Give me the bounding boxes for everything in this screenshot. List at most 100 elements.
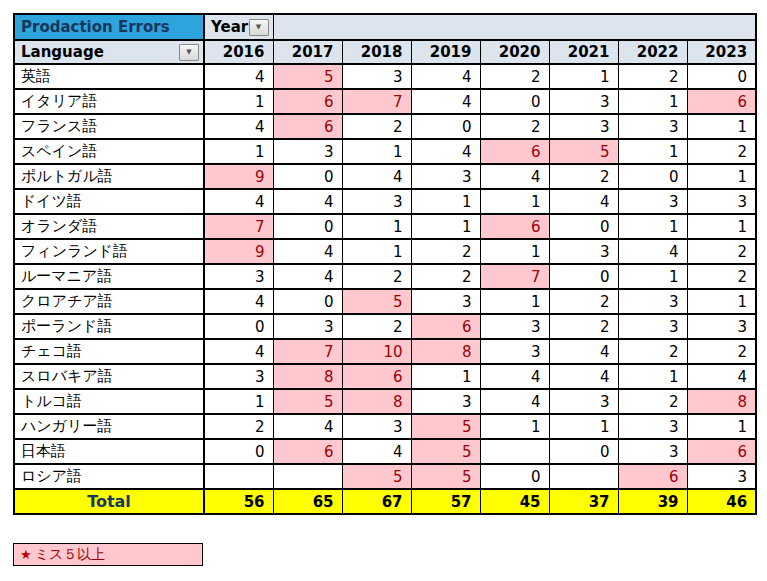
total-value-cell[interactable]: 65 <box>273 489 342 514</box>
value-cell[interactable]: 4 <box>480 164 549 189</box>
value-cell[interactable] <box>549 464 618 489</box>
value-cell[interactable]: 1 <box>687 164 756 189</box>
value-cell[interactable]: 8 <box>273 364 342 389</box>
value-cell[interactable]: 1 <box>618 139 687 164</box>
value-cell[interactable]: 4 <box>204 114 273 139</box>
value-cell[interactable]: 4 <box>549 364 618 389</box>
year-column-header[interactable]: 2020 <box>480 40 549 64</box>
language-cell[interactable]: ポルトガル語 <box>14 164 204 189</box>
value-cell[interactable]: 4 <box>342 164 411 189</box>
value-cell[interactable]: 3 <box>687 314 756 339</box>
value-cell[interactable]: 0 <box>687 64 756 89</box>
value-cell[interactable]: 1 <box>204 389 273 414</box>
value-cell[interactable]: 4 <box>273 239 342 264</box>
value-cell[interactable] <box>480 439 549 464</box>
value-cell[interactable]: 2 <box>342 264 411 289</box>
value-cell[interactable]: 4 <box>549 189 618 214</box>
value-cell[interactable]: 1 <box>411 189 480 214</box>
value-cell[interactable]: 4 <box>411 64 480 89</box>
value-cell[interactable]: 8 <box>342 389 411 414</box>
year-filter-cell[interactable]: Year ▼ <box>204 14 273 40</box>
value-cell[interactable]: 2 <box>618 389 687 414</box>
value-cell[interactable]: 3 <box>480 314 549 339</box>
value-cell[interactable]: 3 <box>342 414 411 439</box>
value-cell[interactable]: 3 <box>411 289 480 314</box>
total-value-cell[interactable]: 46 <box>687 489 756 514</box>
value-cell[interactable]: 2 <box>411 239 480 264</box>
value-cell[interactable]: 1 <box>480 414 549 439</box>
value-cell[interactable]: 2 <box>687 264 756 289</box>
value-cell[interactable]: 3 <box>549 89 618 114</box>
language-cell[interactable]: フランス語 <box>14 114 204 139</box>
value-cell[interactable]: 3 <box>549 239 618 264</box>
value-cell[interactable]: 6 <box>273 89 342 114</box>
value-cell[interactable]: 1 <box>342 139 411 164</box>
value-cell[interactable]: 0 <box>204 314 273 339</box>
value-cell[interactable]: 1 <box>480 189 549 214</box>
value-cell[interactable]: 5 <box>273 64 342 89</box>
value-cell[interactable]: 1 <box>618 364 687 389</box>
language-cell[interactable]: ハンガリー語 <box>14 414 204 439</box>
value-cell[interactable]: 2 <box>549 314 618 339</box>
value-cell[interactable]: 3 <box>204 364 273 389</box>
value-cell[interactable]: 4 <box>618 239 687 264</box>
language-cell[interactable]: オランダ語 <box>14 214 204 239</box>
value-cell[interactable]: 2 <box>687 339 756 364</box>
value-cell[interactable]: 2 <box>687 239 756 264</box>
language-cell[interactable]: イタリア語 <box>14 89 204 114</box>
value-cell[interactable]: 3 <box>411 389 480 414</box>
language-cell[interactable]: 英語 <box>14 64 204 89</box>
year-column-header[interactable]: 2019 <box>411 40 480 64</box>
total-value-cell[interactable]: 39 <box>618 489 687 514</box>
value-cell[interactable]: 2 <box>549 164 618 189</box>
value-cell[interactable]: 2 <box>480 114 549 139</box>
value-cell[interactable]: 0 <box>273 164 342 189</box>
value-cell[interactable]: 9 <box>204 239 273 264</box>
value-cell[interactable]: 0 <box>618 164 687 189</box>
value-cell[interactable]: 2 <box>480 64 549 89</box>
value-cell[interactable]: 4 <box>204 189 273 214</box>
value-cell[interactable]: 3 <box>204 264 273 289</box>
value-cell[interactable]: 0 <box>273 214 342 239</box>
value-cell[interactable]: 6 <box>411 314 480 339</box>
value-cell[interactable]: 4 <box>411 89 480 114</box>
value-cell[interactable]: 3 <box>273 314 342 339</box>
value-cell[interactable]: 4 <box>480 389 549 414</box>
value-cell[interactable]: 4 <box>273 189 342 214</box>
value-cell[interactable]: 4 <box>204 289 273 314</box>
value-cell[interactable]: 1 <box>204 139 273 164</box>
value-cell[interactable]: 6 <box>273 114 342 139</box>
value-cell[interactable]: 7 <box>204 214 273 239</box>
value-cell[interactable]: 6 <box>480 214 549 239</box>
language-cell[interactable]: クロアチア語 <box>14 289 204 314</box>
value-cell[interactable]: 2 <box>549 289 618 314</box>
year-column-header[interactable]: 2018 <box>342 40 411 64</box>
language-filter-dropdown-icon[interactable]: ▼ <box>179 44 199 61</box>
value-cell[interactable]: 7 <box>480 264 549 289</box>
value-cell[interactable]: 1 <box>687 414 756 439</box>
value-cell[interactable]: 4 <box>273 414 342 439</box>
language-cell[interactable]: ルーマニア語 <box>14 264 204 289</box>
language-filter-cell[interactable]: Language ▼ <box>14 40 204 64</box>
value-cell[interactable]: 3 <box>549 114 618 139</box>
year-column-header[interactable]: 2016 <box>204 40 273 64</box>
value-cell[interactable]: 1 <box>480 289 549 314</box>
total-value-cell[interactable]: 37 <box>549 489 618 514</box>
value-cell[interactable]: 1 <box>204 89 273 114</box>
value-cell[interactable]: 6 <box>480 139 549 164</box>
value-cell[interactable]: 3 <box>618 439 687 464</box>
value-cell[interactable]: 3 <box>618 314 687 339</box>
value-cell[interactable]: 6 <box>687 439 756 464</box>
table-title-cell[interactable]: Prodaction Errors <box>14 14 204 40</box>
year-filter-dropdown-icon[interactable]: ▼ <box>249 19 269 36</box>
value-cell[interactable]: 3 <box>411 164 480 189</box>
value-cell[interactable]: 5 <box>411 464 480 489</box>
value-cell[interactable]: 2 <box>342 314 411 339</box>
value-cell[interactable]: 2 <box>687 139 756 164</box>
value-cell[interactable]: 5 <box>342 289 411 314</box>
language-cell[interactable]: フィンランド語 <box>14 239 204 264</box>
value-cell[interactable]: 5 <box>273 389 342 414</box>
value-cell[interactable]: 2 <box>204 414 273 439</box>
value-cell[interactable]: 8 <box>411 339 480 364</box>
value-cell[interactable]: 5 <box>411 439 480 464</box>
